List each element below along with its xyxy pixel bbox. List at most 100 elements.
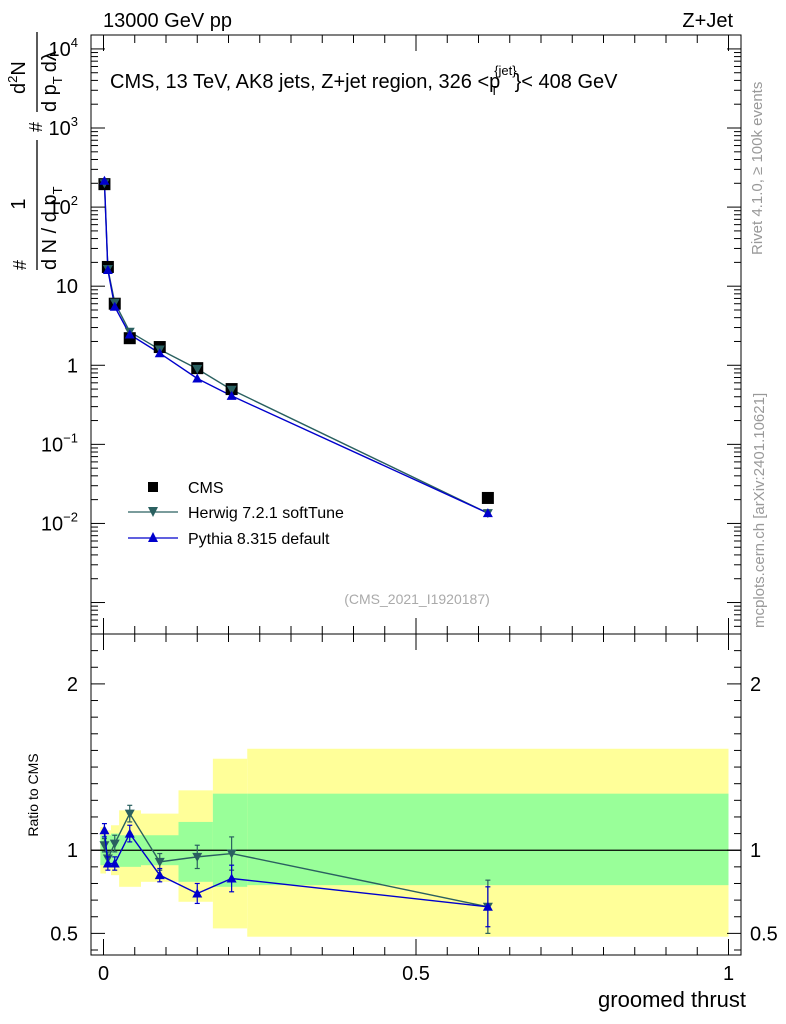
ylabel-denominator: d N / d pT [39,186,65,270]
main-point-pythia [102,265,113,275]
plot-title-sub: T [490,83,498,98]
ratio-point-herwig [154,857,165,867]
legend-item-pythia: Pythia 8.315 default [128,531,330,548]
main-y-tick-label: 10−1 [41,430,78,456]
ratio-point-pythia [109,858,120,868]
main-point-pythia [154,348,165,358]
header-right: Z+Jet [682,10,733,32]
main-point-pythia [124,329,135,339]
ratio-band-green [178,821,213,882]
main-data-point-cms [481,491,494,504]
tick-base: 10 [49,118,71,140]
legend-herwig-marker [148,507,158,517]
main-y-tick-label: 104 [49,35,78,61]
legend-herwig-label: Herwig 7.2.1 softTune [188,505,344,522]
ratio-point-pythia [154,870,165,880]
main-point-herwig [192,364,203,374]
ratio-point-herwig [192,852,203,862]
legend-cms-marker [148,482,158,492]
ratio-point-pythia [102,858,113,868]
main-point-pythia [226,390,237,400]
ratio-point-pythia [99,825,110,835]
ylabel-d: d [8,83,30,94]
main-y-axis-label: # 1 d N / d pT # d2N d pTdλ [5,32,65,270]
main-y-tick-label: 1 [67,355,78,377]
ylabel-dlambda: dλ [39,51,61,72]
plot-title-pre: CMS, 13 TeV, AK8 jets, Z+jet region, 326… [110,71,500,93]
main-y-tick-label: 10−2 [41,509,78,535]
ratio-band-green [212,793,248,887]
plot-title-sup: {jet} [494,63,517,78]
legend: CMS Herwig 7.2.1 softTune Pythia 8.315 d… [128,480,344,548]
ylabel-dp: d p [39,84,61,112]
plot-title-post: }< 408 GeV [515,71,619,93]
ratio-point-pythia [226,873,237,883]
x-tick-label: 0.5 [402,963,430,985]
mcplots-label: mcplots.cern.ch [arXiv:2401.10621] [751,393,768,628]
main-point-pythia [99,175,110,185]
ratio-point-pythia [482,901,493,911]
side-labels: Rivet 4.1.0, ≥ 100k events mcplots.cern.… [749,82,768,628]
ratio-y-tick-label: 2 [67,674,78,696]
ylabel-denominator-2: d pTdλ [39,51,65,112]
ratio-plot-frame [90,633,742,956]
ratio-point-herwig [226,849,237,859]
ratio-series-layer [99,804,493,934]
legend-pythia-label: Pythia 8.315 default [188,531,330,548]
main-y-tick-label: 10 [56,276,78,298]
tick-exponent: −1 [63,430,78,445]
ylabel-n: N [8,61,30,75]
x-tick-label: 1 [723,963,734,985]
ratio-axes-layer: 0.5 0.5 1 1 2 2 0 0.5 1 [50,634,778,985]
analysis-watermark: (CMS_2021_I1920187) [344,591,490,607]
tick-base: 1 [67,355,78,377]
x-axis-label: groomed thrust [598,987,746,1012]
rivet-label: Rivet 4.1.0, ≥ 100k events [749,82,766,255]
main-y-tick-label: 103 [49,114,78,140]
ylabel-dn-dp: d N / d p [39,194,61,270]
tick-exponent: −2 [63,509,78,524]
ratio-y-tick-label: 1 [67,840,78,862]
ratio-plot-panel: 0.5 0.5 1 1 2 2 0 0.5 1 Ratio to CMS groomed thr… [25,633,778,1012]
ratio-y-axis-label: Ratio to CMS [25,753,41,836]
ratio-band-green [247,793,729,886]
main-point-pythia [109,301,120,311]
main-point-herwig [226,385,237,395]
ratio-y-tick-label-right: 0.5 [750,923,778,945]
main-point-pythia [192,373,203,383]
ylabel-sup-2: 2 [5,76,20,83]
tick-base: 10 [49,39,71,61]
ratio-point-herwig [99,841,110,851]
header-left: 13000 GeV pp [103,10,232,32]
ratio-y-tick-label-right: 2 [750,674,761,696]
ylabel-numerator: d2N [5,61,30,94]
plot-title: CMS, 13 TeV, AK8 jets, Z+jet region, 326… [110,63,618,98]
ratio-point-herwig [124,809,135,819]
ratio-point-pythia [124,828,135,838]
legend-pythia-marker [148,532,158,542]
tick-exponent: 4 [71,35,78,50]
legend-item-cms: CMS [148,480,224,497]
ratio-uncertainty-bands [91,748,741,937]
ylabel-one: 1 [8,198,30,209]
x-tick-label: 0 [98,963,109,985]
tick-base: 10 [41,513,63,535]
ratio-y-tick-label-right: 1 [750,840,761,862]
main-point-pythia [482,508,493,518]
tick-base: 10 [56,276,78,298]
tick-base: 10 [49,197,71,219]
tick-exponent: 3 [71,114,78,129]
legend-item-herwig: Herwig 7.2.1 softTune [128,505,344,522]
ylabel-hash-2: # [26,122,46,132]
main-series-layer [98,175,494,519]
tick-exponent: 2 [71,193,78,208]
legend-cms-label: CMS [188,480,224,497]
ylabel-t-sub-1: T [50,186,65,194]
tick-base: 10 [41,434,63,456]
ratio-point-pythia [192,888,203,898]
main-y-tick-label: 102 [49,193,78,219]
ratio-point-herwig [109,839,120,849]
ratio-y-tick-label: 0.5 [50,923,78,945]
